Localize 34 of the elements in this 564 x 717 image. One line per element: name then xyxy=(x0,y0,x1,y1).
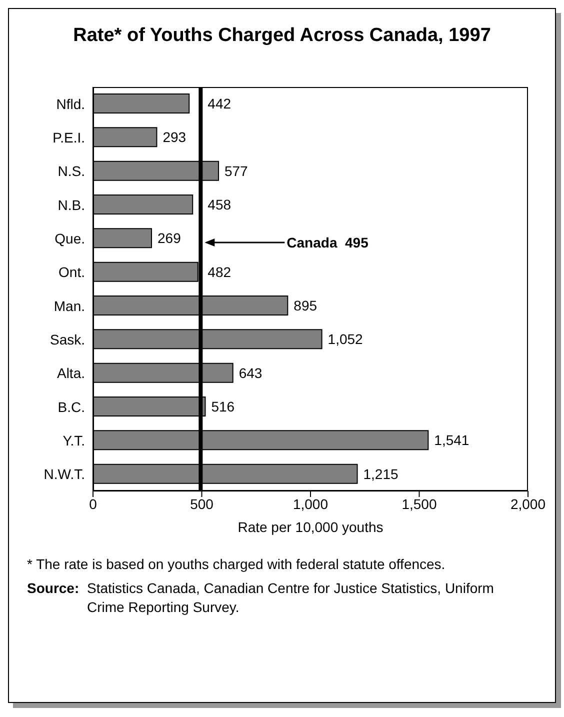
data-label: 1,215 xyxy=(363,466,399,482)
data-label: 442 xyxy=(208,96,232,112)
data-label: 482 xyxy=(208,264,232,280)
y-tick-label: P.E.I. xyxy=(52,129,85,146)
data-label: 516 xyxy=(211,398,235,414)
data-label: 577 xyxy=(224,162,248,179)
y-tick-label: N.B. xyxy=(58,196,85,213)
y-tick-label: N.W.T. xyxy=(44,466,85,482)
data-label: 1,052 xyxy=(328,331,364,348)
data-label: 1,541 xyxy=(434,432,470,448)
x-axis-title: Rate per 10,000 youths xyxy=(236,519,384,535)
chart-title: Rate* of Youths Charged Across Canada, 1997 xyxy=(72,25,492,48)
data-label: 293 xyxy=(162,129,186,146)
data-label: 643 xyxy=(238,364,262,381)
y-tick-label: Ont. xyxy=(58,264,85,280)
y-tick-label: N.S. xyxy=(58,163,85,180)
ref-line-label: Canada 495 xyxy=(286,234,369,251)
text: * The rate is based on youths charged with federal statute offences. xyxy=(27,555,446,574)
y-tick-label: Man. xyxy=(54,298,85,314)
x-tick-label: 1,000 xyxy=(292,496,328,512)
x-tick-label: 1,500 xyxy=(402,496,437,512)
source-note: Source: Statistics Canada, Canadian Centre for Justice Statistics, Uniform Crime Reporting Survey. xyxy=(27,579,495,617)
x-tick-label: 0 xyxy=(89,496,98,512)
data-label: 269 xyxy=(158,230,182,246)
y-tick-label: Y.T. xyxy=(62,432,85,448)
data-label: 895 xyxy=(294,298,318,314)
x-tick-label: 2,000 xyxy=(510,496,546,512)
y-tick-label: Nfld. xyxy=(56,96,85,112)
y-tick-label: B.C. xyxy=(58,398,85,415)
data-label: 458 xyxy=(208,196,232,212)
x-tick-label: 500 xyxy=(190,496,214,512)
y-tick-label: Alta. xyxy=(56,365,85,382)
y-tick-label: Sask. xyxy=(50,331,85,348)
y-tick-label: Que. xyxy=(54,230,85,246)
